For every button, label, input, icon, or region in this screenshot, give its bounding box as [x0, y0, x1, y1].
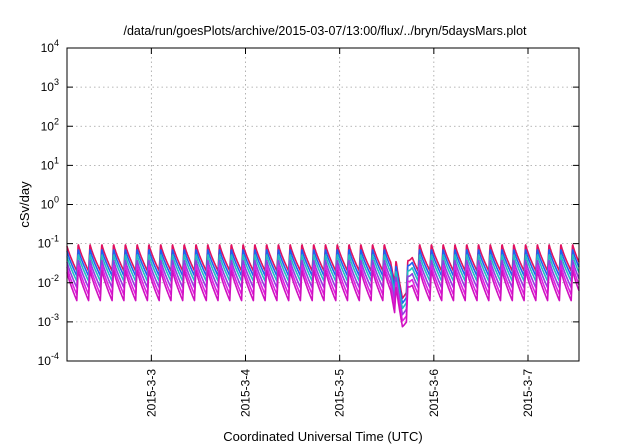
y-tick-base: 10: [41, 119, 55, 133]
y-tick-label: 100: [41, 195, 59, 212]
y-tick-label: 10-2: [38, 273, 59, 290]
y-tick-base: 10: [38, 276, 52, 290]
y-tick-base: 10: [41, 198, 55, 212]
x-tick-label: 2015-3-4: [239, 369, 253, 417]
y-tick-label: 10-3: [38, 312, 59, 329]
y-tick-exponent: -4: [51, 351, 59, 361]
y-tick-base: 10: [38, 315, 52, 329]
y-tick-base: 10: [38, 354, 52, 368]
series-line-2: [66, 249, 580, 305]
y-tick-label: 102: [41, 116, 59, 133]
y-tick-label: 10-4: [38, 351, 59, 368]
x-tick-label: 2015-3-6: [427, 369, 441, 417]
y-tick-exponent: -1: [51, 234, 59, 244]
series-line-1: [66, 244, 580, 300]
grid-lines: [67, 48, 579, 361]
x-axis-title: Coordinated Universal Time (UTC): [223, 429, 422, 444]
y-tick-base: 10: [41, 41, 55, 55]
y-tick-exponent: 1: [54, 155, 59, 165]
x-tick-label: 2015-3-7: [521, 369, 535, 417]
y-tick-exponent: 3: [54, 77, 59, 87]
y-tick-exponent: -2: [51, 273, 59, 283]
x-tick-label: 2015-3-3: [144, 369, 158, 417]
y-tick-exponent: 2: [54, 116, 59, 126]
y-tick-label: 104: [41, 38, 59, 55]
x-tick-label: 2015-3-5: [333, 369, 347, 417]
x-axis: 2015-3-3 2015-3-4 2015-3-5 2015-3-6 2015-3-7: [144, 48, 535, 417]
y-tick-base: 10: [38, 237, 52, 251]
y-tick-base: 10: [41, 80, 55, 94]
y-tick-label: 101: [41, 155, 59, 172]
series-line-3: [66, 254, 580, 310]
y-axis-title: cSv/day: [17, 181, 32, 228]
series-line-6: [66, 269, 580, 328]
y-tick-exponent: -3: [51, 312, 59, 322]
y-tick-label: 10-1: [38, 234, 59, 251]
series-line-5: [66, 264, 580, 322]
chart-title: /data/run/goesPlots/archive/2015-03-07/1…: [123, 24, 527, 38]
y-tick-base: 10: [41, 158, 55, 172]
series-line-4: [66, 259, 580, 316]
series-layer: [66, 244, 580, 328]
y-tick-exponent: 4: [54, 38, 59, 48]
y-tick-label: 103: [41, 77, 59, 94]
y-tick-exponent: 0: [54, 195, 59, 205]
